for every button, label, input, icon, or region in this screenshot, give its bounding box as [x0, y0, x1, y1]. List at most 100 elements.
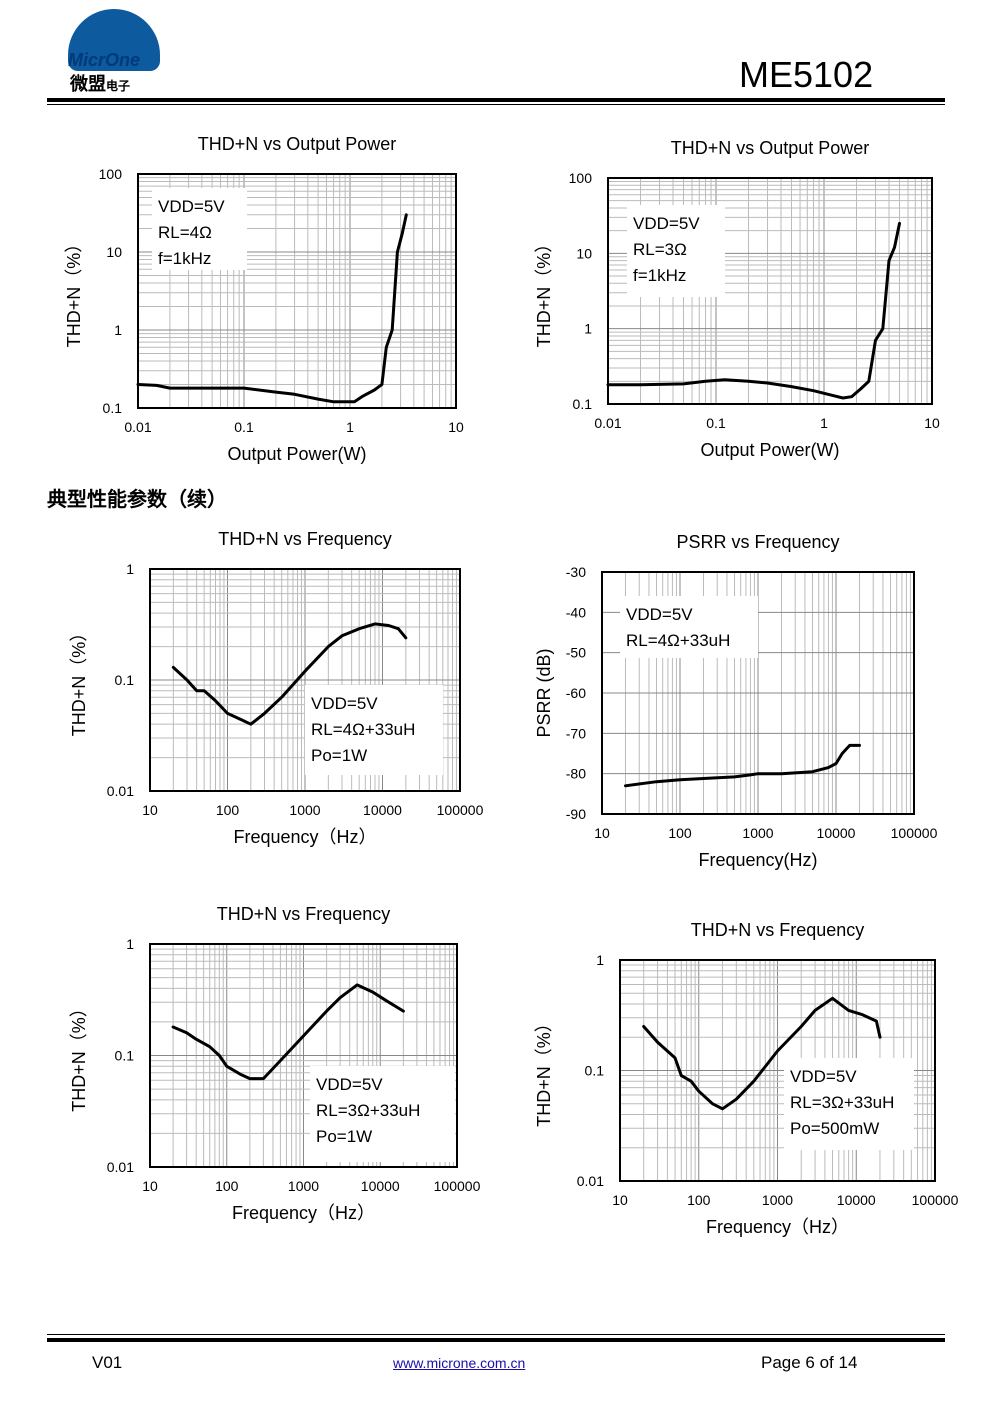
header-rule: [47, 98, 945, 102]
annotation-text: RL=3Ω: [633, 240, 687, 259]
y-axis-label: THD+N（%）: [69, 624, 89, 737]
x-tick-label: 10000: [837, 1192, 876, 1208]
x-axis-label: Frequency（Hz）: [233, 827, 376, 847]
annotation-text: Po=1W: [316, 1127, 372, 1146]
y-tick-label: -80: [566, 766, 586, 782]
annotation-text: RL=4Ω+33uH: [311, 720, 415, 739]
y-tick-label: 10: [576, 245, 592, 261]
x-tick-label: 1000: [742, 825, 773, 841]
y-tick-label: -30: [566, 564, 586, 580]
chart-thd-power-4ohm: THD+N vs Output Power VDD=5V RL=4Ω f=1kHz 0.…: [60, 130, 480, 470]
x-tick-label: 100: [215, 1178, 239, 1194]
y-axis-label: THD+N（%）: [64, 235, 84, 348]
y-tick-label: -50: [566, 645, 586, 661]
x-tick-label: 10000: [361, 1178, 400, 1194]
y-tick-label: 10: [106, 244, 122, 260]
x-tick-label: 1: [820, 415, 828, 431]
y-tick-label: 0.1: [585, 1063, 605, 1079]
chart-thd-freq-4ohm: THD+N vs Frequency VDD=5V RL=4Ω+33uH Po=1W 1…: [65, 525, 485, 855]
footer-rule: [47, 1338, 945, 1342]
y-tick-label: -40: [566, 604, 586, 620]
y-tick-label: 1: [126, 561, 134, 577]
annotation-box: [152, 188, 247, 270]
x-tick-label: 10000: [363, 802, 402, 818]
annotation-text: f=1kHz: [633, 266, 686, 285]
y-tick-label: 0.1: [115, 672, 135, 688]
x-tick-label: 1000: [289, 802, 320, 818]
x-tick-label: 1: [346, 419, 354, 435]
annotation-text: RL=3Ω+33uH: [316, 1101, 420, 1120]
y-tick-label: 1: [596, 952, 604, 968]
x-tick-label: 10: [142, 1178, 158, 1194]
chart-svg: THD+N vs Output Power VDD=5V RL=4Ω f=1kHz 0.…: [64, 134, 464, 464]
y-axis-label: PSRR (dB): [534, 648, 554, 737]
annotation-text: VDD=5V: [790, 1067, 857, 1086]
x-tick-label: 100: [687, 1192, 711, 1208]
plot-frame: [607, 177, 933, 405]
chart-title: THD+N vs Output Power: [671, 138, 870, 158]
x-tick-label: 10: [142, 802, 158, 818]
y-axis-label: THD+N（%）: [534, 235, 554, 348]
chart-title: THD+N vs Frequency: [691, 920, 865, 940]
y-tick-label: 0.01: [577, 1173, 604, 1189]
y-tick-label: 1: [584, 321, 592, 337]
x-tick-label: 1000: [288, 1178, 319, 1194]
x-tick-label: 10000: [817, 825, 856, 841]
annotation-box: [310, 1066, 455, 1162]
plot-frame: [149, 943, 458, 1168]
data-series-line: [606, 221, 901, 400]
footer-website-link[interactable]: www.microne.com.cn: [393, 1355, 526, 1371]
model-number: ME5102: [739, 54, 874, 95]
x-tick-label: 10: [924, 415, 940, 431]
x-tick-label: 10: [594, 825, 610, 841]
annotation-text: VDD=5V: [316, 1075, 383, 1094]
data-series-line: [624, 743, 861, 788]
plot-frame: [601, 571, 915, 815]
x-axis-label: Frequency（Hz）: [706, 1217, 849, 1237]
chart-svg: THD+N vs Output Power VDD=5V RL=3Ω f=1kHz 0.…: [534, 138, 940, 460]
plot-frame: [137, 173, 457, 409]
chart-title: THD+N vs Output Power: [198, 134, 397, 154]
y-axis-label: THD+N（%）: [534, 1014, 554, 1127]
data-series-line: [136, 213, 408, 404]
x-axis-label: Frequency(Hz): [698, 850, 817, 870]
chart-psrr-freq: PSRR vs Frequency VDD=5V RL=4Ω+33uH 10 100 10…: [530, 526, 950, 881]
chart-svg: THD+N vs Frequency VDD=5V RL=3Ω+33uH Po=500…: [534, 920, 959, 1237]
annotation-text: VDD=5V: [311, 694, 378, 713]
chart-title: THD+N vs Frequency: [217, 904, 391, 924]
annotation-box: [620, 596, 758, 658]
y-tick-label: 0.1: [115, 1048, 135, 1064]
y-tick-label: 0.1: [103, 400, 123, 416]
y-tick-label: -70: [566, 725, 586, 741]
annotation-text: VDD=5V: [158, 197, 225, 216]
x-tick-label: 100000: [434, 1178, 481, 1194]
footer-rule-thin: [47, 1334, 945, 1335]
chart-thd-freq-3ohm-500mw: THD+N vs Frequency VDD=5V RL=3Ω+33uH Po=500…: [530, 916, 970, 1246]
x-axis-label: Frequency（Hz）: [232, 1203, 375, 1223]
x-tick-label: 10: [448, 419, 464, 435]
x-tick-label: 1000: [762, 1192, 793, 1208]
x-tick-label: 100000: [912, 1192, 959, 1208]
logo-en: MicrOne: [68, 50, 141, 70]
y-tick-label: -60: [566, 685, 586, 701]
section-title: 典型性能参数（续）: [47, 487, 227, 511]
chart-svg: THD+N vs Frequency VDD=5V RL=3Ω+33uH Po=1W 1…: [69, 904, 481, 1223]
chart-thd-power-3ohm: THD+N vs Output Power VDD=5V RL=3Ω f=1kHz 0.…: [530, 133, 950, 463]
plot-frame: [149, 568, 461, 792]
y-tick-label: -90: [566, 806, 586, 822]
data-series-line: [642, 996, 882, 1111]
chart-thd-freq-3ohm-1w: THD+N vs Frequency VDD=5V RL=3Ω+33uH Po=1W 1…: [65, 900, 485, 1230]
x-axis-label: Output Power(W): [227, 444, 366, 464]
y-tick-label: 1: [114, 322, 122, 338]
x-tick-label: 100000: [437, 802, 484, 818]
chart-title: THD+N vs Frequency: [218, 529, 392, 549]
annotation-box: [784, 1058, 914, 1150]
x-tick-label: 10: [612, 1192, 628, 1208]
header-rule-thin: [47, 104, 945, 105]
x-axis-label: Output Power(W): [700, 440, 839, 460]
annotation-text: VDD=5V: [626, 605, 693, 624]
chart-svg: THD+N vs Frequency VDD=5V RL=4Ω+33uH Po=1W 1…: [69, 529, 484, 847]
annotation-text: f=1kHz: [158, 249, 211, 268]
annotation-box: [627, 205, 725, 297]
footer-page-number: Page 6 of 14: [761, 1353, 858, 1372]
